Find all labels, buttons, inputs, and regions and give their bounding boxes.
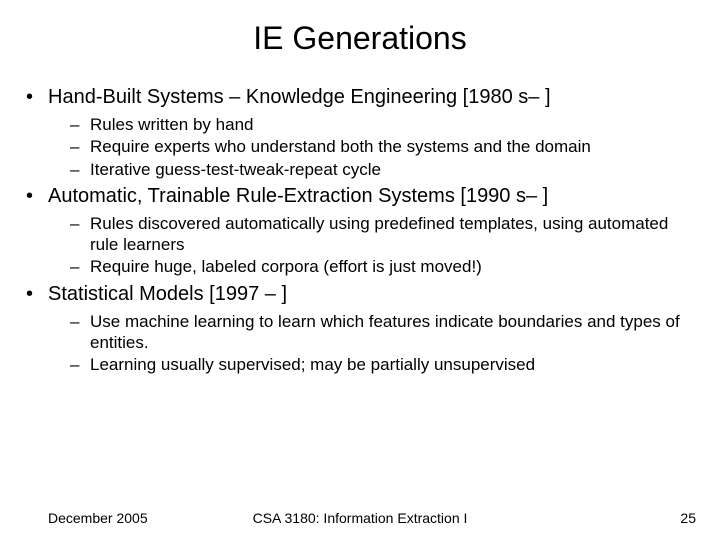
footer: December 2005 CSA 3180: Information Extr… xyxy=(0,510,720,526)
footer-course: CSA 3180: Information Extraction I xyxy=(253,510,468,526)
bullet-label: Statistical Models [1997 – ] xyxy=(48,283,287,305)
sub-list: Rules written by hand Require experts wh… xyxy=(48,114,684,180)
sub-list: Rules discovered automatically using pre… xyxy=(48,213,684,278)
footer-date: December 2005 xyxy=(48,510,148,526)
sub-item: Require experts who understand both the … xyxy=(90,136,684,157)
sub-item: Rules discovered automatically using pre… xyxy=(90,213,684,256)
sub-item: Rules written by hand xyxy=(90,114,684,135)
sub-list: Use machine learning to learn which feat… xyxy=(48,311,684,376)
sub-item: Iterative guess-test-tweak-repeat cycle xyxy=(90,159,684,180)
sub-item: Require huge, labeled corpora (effort is… xyxy=(90,256,684,277)
bullet-item: Hand-Built Systems – Knowledge Engineeri… xyxy=(48,85,684,180)
bullet-label: Automatic, Trainable Rule-Extraction Sys… xyxy=(48,185,548,207)
sub-item: Learning usually supervised; may be part… xyxy=(90,354,684,375)
slide: IE Generations Hand-Built Systems – Know… xyxy=(0,0,720,540)
bullet-item: Automatic, Trainable Rule-Extraction Sys… xyxy=(48,184,684,278)
bullet-list: Hand-Built Systems – Knowledge Engineeri… xyxy=(0,85,720,375)
bullet-label: Hand-Built Systems – Knowledge Engineeri… xyxy=(48,86,551,108)
slide-title: IE Generations xyxy=(0,20,720,57)
sub-item: Use machine learning to learn which feat… xyxy=(90,311,684,354)
bullet-item: Statistical Models [1997 – ] Use machine… xyxy=(48,282,684,376)
footer-page-number: 25 xyxy=(680,510,696,526)
